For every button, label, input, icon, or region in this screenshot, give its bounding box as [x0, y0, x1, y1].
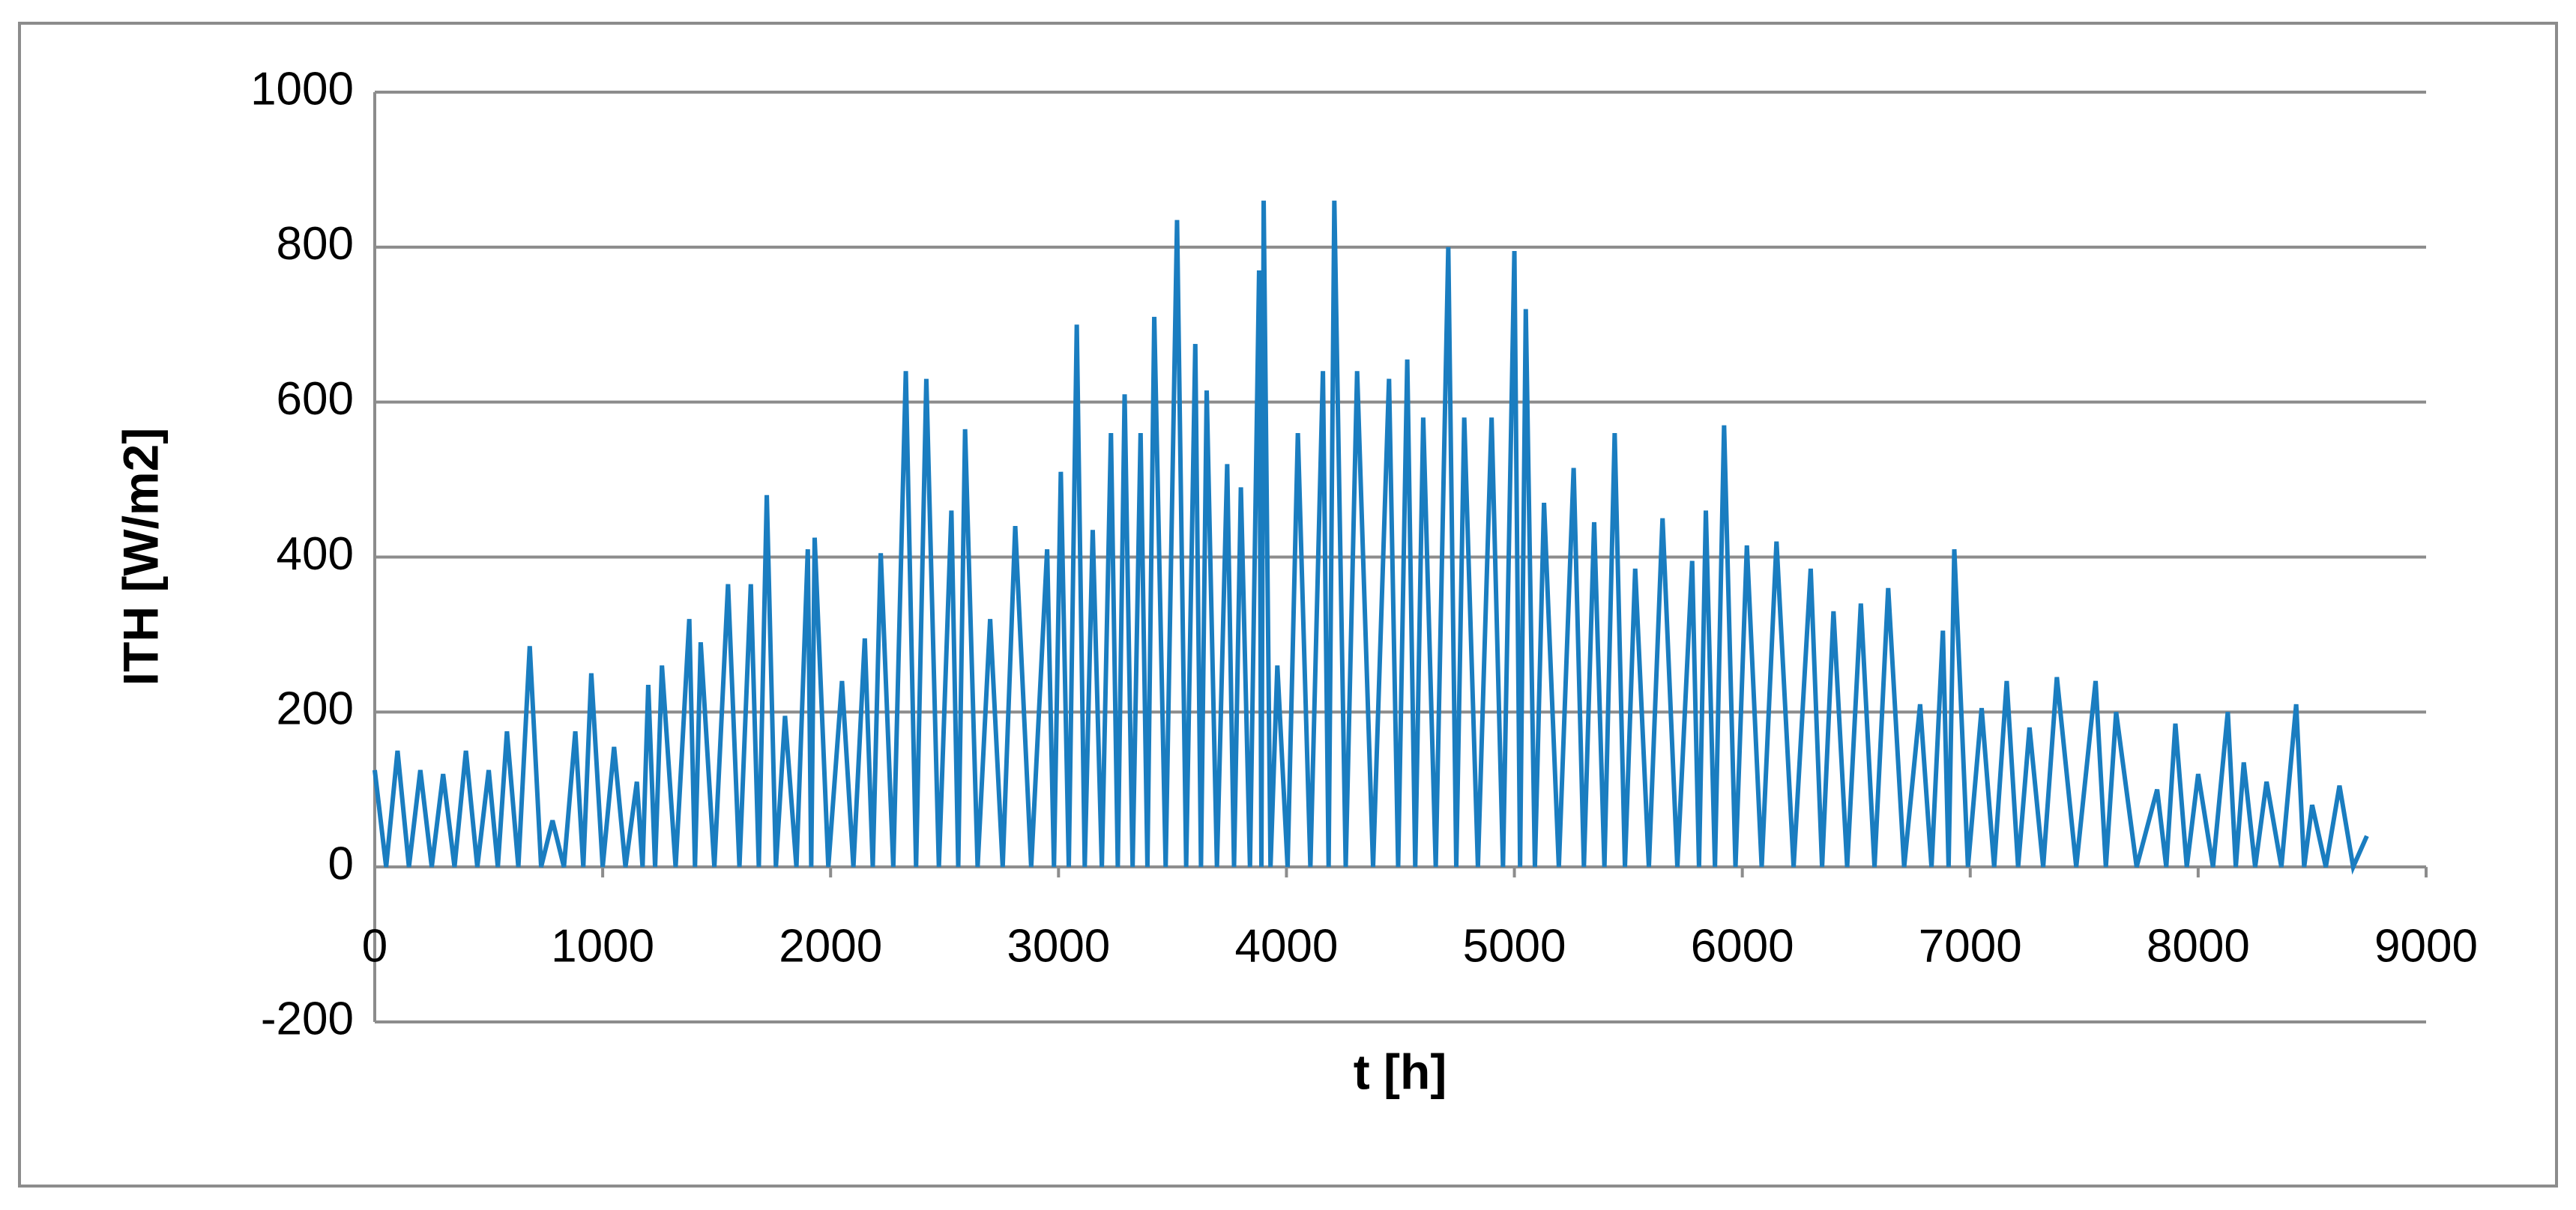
y-tick-label: 200: [277, 683, 354, 735]
x-tick-label: 1000: [551, 921, 654, 972]
y-tick-label: 800: [277, 218, 354, 270]
y-tick-label: 600: [277, 373, 354, 425]
x-tick-label: 6000: [1691, 921, 1794, 972]
x-tick-label: 0: [362, 921, 387, 972]
x-tick-label: 5000: [1463, 921, 1566, 972]
x-tick-label: 7000: [1919, 921, 2022, 972]
x-tick-label: 3000: [1007, 921, 1110, 972]
x-tick-label: 8000: [2147, 921, 2250, 972]
y-tick-label: 0: [328, 838, 354, 890]
x-tick-label: 2000: [779, 921, 882, 972]
y-tick-label: 1000: [250, 63, 354, 115]
y-tick-label: 400: [277, 528, 354, 580]
y-tick-label: -200: [261, 993, 354, 1044]
y-axis-title: ITH [W/m2]: [112, 428, 168, 686]
x-tick-label: 9000: [2374, 921, 2478, 972]
chart-border: [18, 22, 2558, 1188]
data-line: [372, 200, 2369, 875]
x-tick-label: 4000: [1234, 921, 1338, 972]
x-axis-title: t [h]: [1354, 1044, 1447, 1099]
